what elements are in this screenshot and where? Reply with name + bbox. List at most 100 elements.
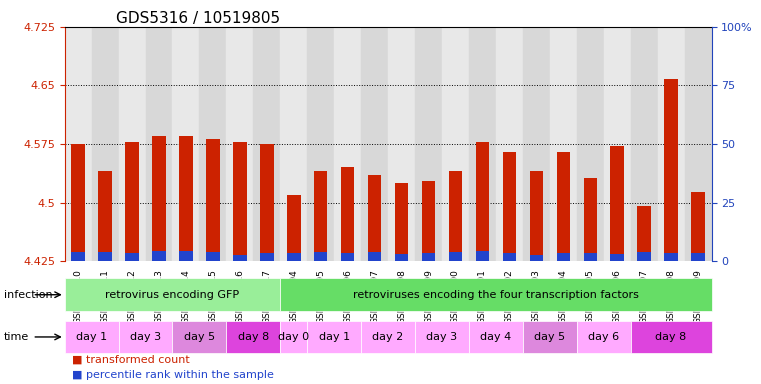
FancyBboxPatch shape: [227, 321, 280, 353]
Bar: [664, 79, 678, 261]
Bar: [603, 27, 631, 261]
Text: day 0: day 0: [279, 332, 309, 342]
Bar: [341, 253, 355, 261]
Text: time: time: [4, 332, 29, 342]
Bar: [550, 27, 577, 261]
Text: ■ transformed count: ■ transformed count: [72, 355, 190, 365]
Bar: [584, 253, 597, 261]
Bar: [476, 142, 489, 261]
Bar: [691, 253, 705, 261]
Bar: [145, 27, 173, 261]
Bar: [368, 252, 381, 261]
Bar: [476, 142, 489, 261]
Bar: [180, 251, 193, 261]
FancyBboxPatch shape: [280, 321, 307, 353]
Bar: [341, 167, 355, 261]
Bar: [126, 253, 139, 261]
Bar: [577, 27, 603, 261]
Bar: [180, 136, 193, 261]
Bar: [469, 27, 496, 261]
Bar: [523, 27, 550, 261]
Text: day 1: day 1: [76, 332, 107, 342]
Bar: [72, 144, 85, 261]
Bar: [610, 254, 624, 261]
Bar: [638, 206, 651, 261]
Bar: [631, 27, 658, 261]
Bar: [206, 252, 220, 261]
Bar: [91, 27, 119, 261]
FancyBboxPatch shape: [173, 321, 227, 353]
Bar: [422, 181, 435, 261]
Bar: [556, 253, 570, 261]
Bar: [98, 252, 112, 261]
Bar: [314, 252, 327, 261]
Bar: [152, 136, 166, 261]
Bar: [180, 251, 193, 261]
FancyBboxPatch shape: [361, 321, 415, 353]
Bar: [610, 146, 624, 261]
Bar: [556, 152, 570, 261]
Bar: [664, 253, 678, 261]
Bar: [368, 175, 381, 261]
Bar: [287, 253, 301, 261]
Bar: [233, 255, 247, 261]
Bar: [126, 253, 139, 261]
Bar: [260, 253, 273, 261]
Text: day 2: day 2: [372, 332, 404, 342]
Bar: [72, 252, 85, 261]
Text: day 3: day 3: [426, 332, 457, 342]
FancyBboxPatch shape: [65, 321, 119, 353]
Bar: [341, 167, 355, 261]
Bar: [388, 27, 415, 261]
Bar: [260, 253, 273, 261]
FancyBboxPatch shape: [65, 278, 280, 311]
Bar: [496, 27, 523, 261]
Bar: [173, 27, 199, 261]
Bar: [368, 252, 381, 261]
Bar: [280, 27, 307, 261]
Bar: [152, 251, 166, 261]
Bar: [530, 171, 543, 261]
Bar: [556, 253, 570, 261]
FancyBboxPatch shape: [415, 321, 469, 353]
Bar: [72, 252, 85, 261]
Bar: [685, 27, 712, 261]
Text: day 6: day 6: [588, 332, 619, 342]
Bar: [503, 152, 516, 261]
Bar: [476, 251, 489, 261]
Bar: [638, 252, 651, 261]
FancyBboxPatch shape: [469, 321, 523, 353]
Bar: [691, 192, 705, 261]
Text: day 5: day 5: [184, 332, 215, 342]
Bar: [442, 27, 469, 261]
Bar: [98, 171, 112, 261]
Bar: [395, 254, 409, 261]
Bar: [476, 251, 489, 261]
Text: day 5: day 5: [534, 332, 565, 342]
FancyBboxPatch shape: [280, 278, 712, 311]
Bar: [449, 252, 462, 261]
Bar: [334, 27, 361, 261]
Bar: [610, 146, 624, 261]
Bar: [206, 139, 220, 261]
Text: day 8: day 8: [655, 332, 686, 342]
Bar: [314, 171, 327, 261]
Bar: [233, 142, 247, 261]
Bar: [98, 171, 112, 261]
Bar: [126, 142, 139, 261]
Bar: [253, 27, 280, 261]
Bar: [119, 27, 145, 261]
Bar: [152, 251, 166, 261]
Text: day 4: day 4: [480, 332, 511, 342]
Bar: [152, 136, 166, 261]
Bar: [206, 252, 220, 261]
Text: retroviruses encoding the four transcription factors: retroviruses encoding the four transcrip…: [353, 290, 638, 300]
Bar: [65, 27, 91, 261]
Bar: [584, 177, 597, 261]
FancyBboxPatch shape: [523, 321, 577, 353]
Text: ■ percentile rank within the sample: ■ percentile rank within the sample: [72, 370, 274, 380]
Bar: [422, 181, 435, 261]
FancyBboxPatch shape: [631, 321, 712, 353]
Bar: [503, 152, 516, 261]
FancyBboxPatch shape: [577, 321, 631, 353]
